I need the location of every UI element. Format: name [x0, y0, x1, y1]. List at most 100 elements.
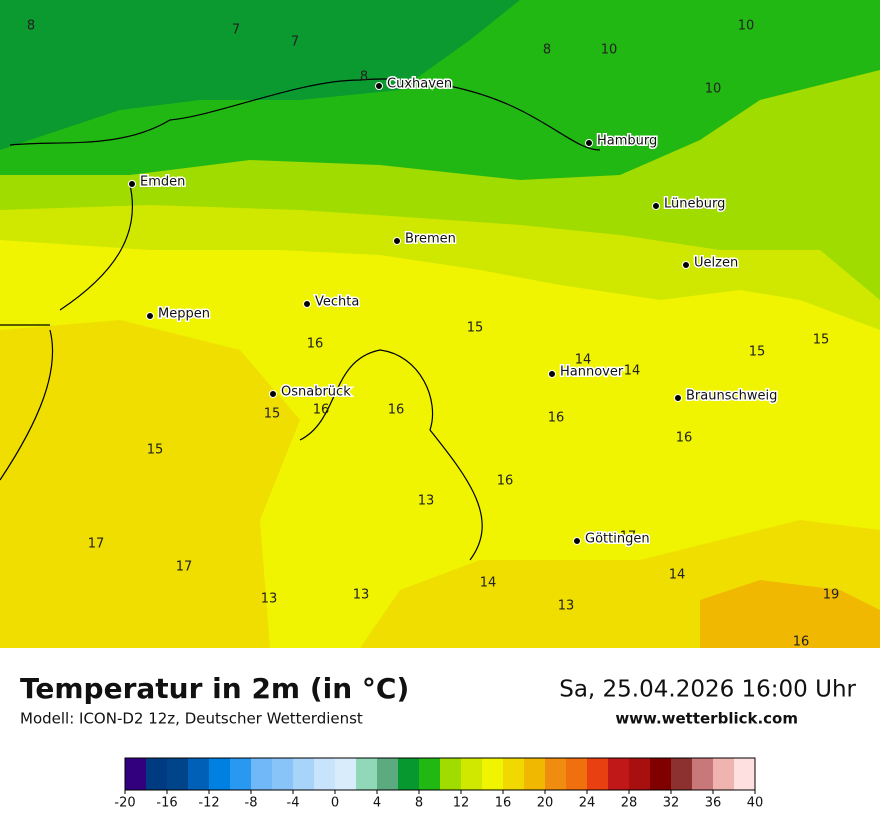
colorbar-swatch — [503, 758, 525, 790]
map-value: 8 — [360, 70, 368, 85]
colorbar-tick-label: 40 — [747, 796, 764, 811]
colorbar-swatch — [440, 758, 462, 790]
zone — [0, 320, 300, 648]
map-value: 10 — [738, 19, 755, 34]
city-label: Braunschweig — [686, 389, 777, 404]
colorbar-tick-label: -12 — [198, 796, 219, 811]
subtitle: Modell: ICON-D2 12z, Deutscher Wetterdie… — [20, 710, 363, 728]
colorbar-tick-label: 4 — [373, 796, 381, 811]
colorbar-tick-label: 24 — [579, 796, 596, 811]
map-value: 19 — [823, 588, 840, 603]
city-dot — [375, 82, 383, 90]
colorbar-swatch — [671, 758, 693, 790]
colorbar-swatch — [125, 758, 147, 790]
colorbar-swatch — [419, 758, 441, 790]
map-value: 16 — [548, 411, 565, 426]
map-value: 16 — [307, 337, 324, 352]
map-value: 13 — [558, 599, 575, 614]
city-label: Bremen — [405, 232, 456, 247]
map-value: 15 — [749, 345, 766, 360]
map-value: 13 — [353, 588, 370, 603]
city-dot — [269, 390, 277, 398]
colorbar-tick-label: 20 — [537, 796, 554, 811]
colorbar-swatch — [629, 758, 651, 790]
colorbar-swatch — [713, 758, 735, 790]
colorbar-tick-label: 12 — [453, 796, 470, 811]
city-dot — [303, 300, 311, 308]
map-value: 8 — [27, 19, 35, 34]
map-value: 13 — [418, 494, 435, 509]
zone — [0, 0, 520, 150]
website: www.wetterblick.com — [615, 710, 798, 728]
map-value: 10 — [601, 43, 618, 58]
colorbar-swatch — [545, 758, 567, 790]
city-dot — [585, 139, 593, 147]
map-value: 16 — [497, 474, 514, 489]
map-value: 15 — [813, 333, 830, 348]
city-label: Cuxhaven — [387, 77, 452, 92]
colorbar-swatch — [377, 758, 399, 790]
colorbar-swatch — [251, 758, 273, 790]
city-label: Emden — [140, 175, 185, 190]
colorbar-swatch — [524, 758, 546, 790]
colorbar-swatch — [314, 758, 336, 790]
city-label: Hamburg — [597, 134, 657, 149]
colorbar-swatch — [209, 758, 231, 790]
map-value: 8 — [543, 43, 551, 58]
colorbar-tick-label: 32 — [663, 796, 680, 811]
colorbar-swatch — [356, 758, 378, 790]
city-label: Göttingen — [585, 532, 650, 547]
borders — [0, 78, 601, 561]
map-value: 15 — [467, 321, 484, 336]
city-label: Meppen — [158, 307, 210, 322]
map — [0, 0, 880, 648]
colorbar-swatch — [272, 758, 294, 790]
city-label: Lüneburg — [664, 197, 725, 212]
city-label: Osnabrück — [281, 385, 351, 400]
map-value: 16 — [313, 403, 330, 418]
colorbar-tick-label: -4 — [287, 796, 300, 811]
colorbar-swatch — [734, 758, 756, 790]
city-label: Hannover — [560, 365, 624, 380]
colorbar-tick-label: 0 — [331, 796, 339, 811]
colorbar-swatch — [188, 758, 210, 790]
colorbar-swatch — [587, 758, 609, 790]
datetime: Sa, 25.04.2026 16:00 Uhr — [559, 677, 856, 703]
colorbar-tick-label: 28 — [621, 796, 638, 811]
city-dot — [674, 394, 682, 402]
city-dot — [573, 537, 581, 545]
city-dot — [128, 180, 136, 188]
map-value: 13 — [261, 592, 278, 607]
colorbar-swatch — [335, 758, 357, 790]
map-value: 10 — [705, 82, 722, 97]
map-value: 16 — [793, 635, 810, 650]
colorbar-swatch — [692, 758, 714, 790]
map-value: 16 — [676, 431, 693, 446]
city-dot — [146, 312, 154, 320]
city-label: Uelzen — [694, 256, 738, 271]
map-value: 15 — [147, 443, 164, 458]
map-value: 14 — [575, 353, 592, 368]
map-value: 17 — [620, 530, 637, 545]
map-value: 17 — [88, 537, 105, 552]
colorbar-tick-label: 8 — [415, 796, 423, 811]
city-dot — [682, 261, 690, 269]
colorbar-tick-label: 36 — [705, 796, 722, 811]
map-values: 8 7 7 8 8 10 10 10 15 16 14 14 15 15 15 16 16 16 16 15 16 13 1… — [27, 19, 839, 650]
map-value: 14 — [669, 568, 686, 583]
map-value: 7 — [232, 23, 240, 38]
colorbar-swatch — [461, 758, 483, 790]
city-dot — [393, 237, 401, 245]
colorbar-swatch — [293, 758, 315, 790]
colorbar-tick-label: -16 — [156, 796, 177, 811]
colorbar-tick-label: -8 — [245, 796, 258, 811]
colorbar-swatch — [230, 758, 252, 790]
map-value: 17 — [176, 560, 193, 575]
map-value: 14 — [624, 364, 641, 379]
map-value: 7 — [291, 35, 299, 50]
colorbar-swatch — [167, 758, 189, 790]
title: Temperatur in 2m (in °C) — [20, 672, 409, 705]
colorbar: -20 -16 -12 -8 -4 0 4 8 12 16 20 24 28 32 36 40 — [114, 757, 764, 811]
